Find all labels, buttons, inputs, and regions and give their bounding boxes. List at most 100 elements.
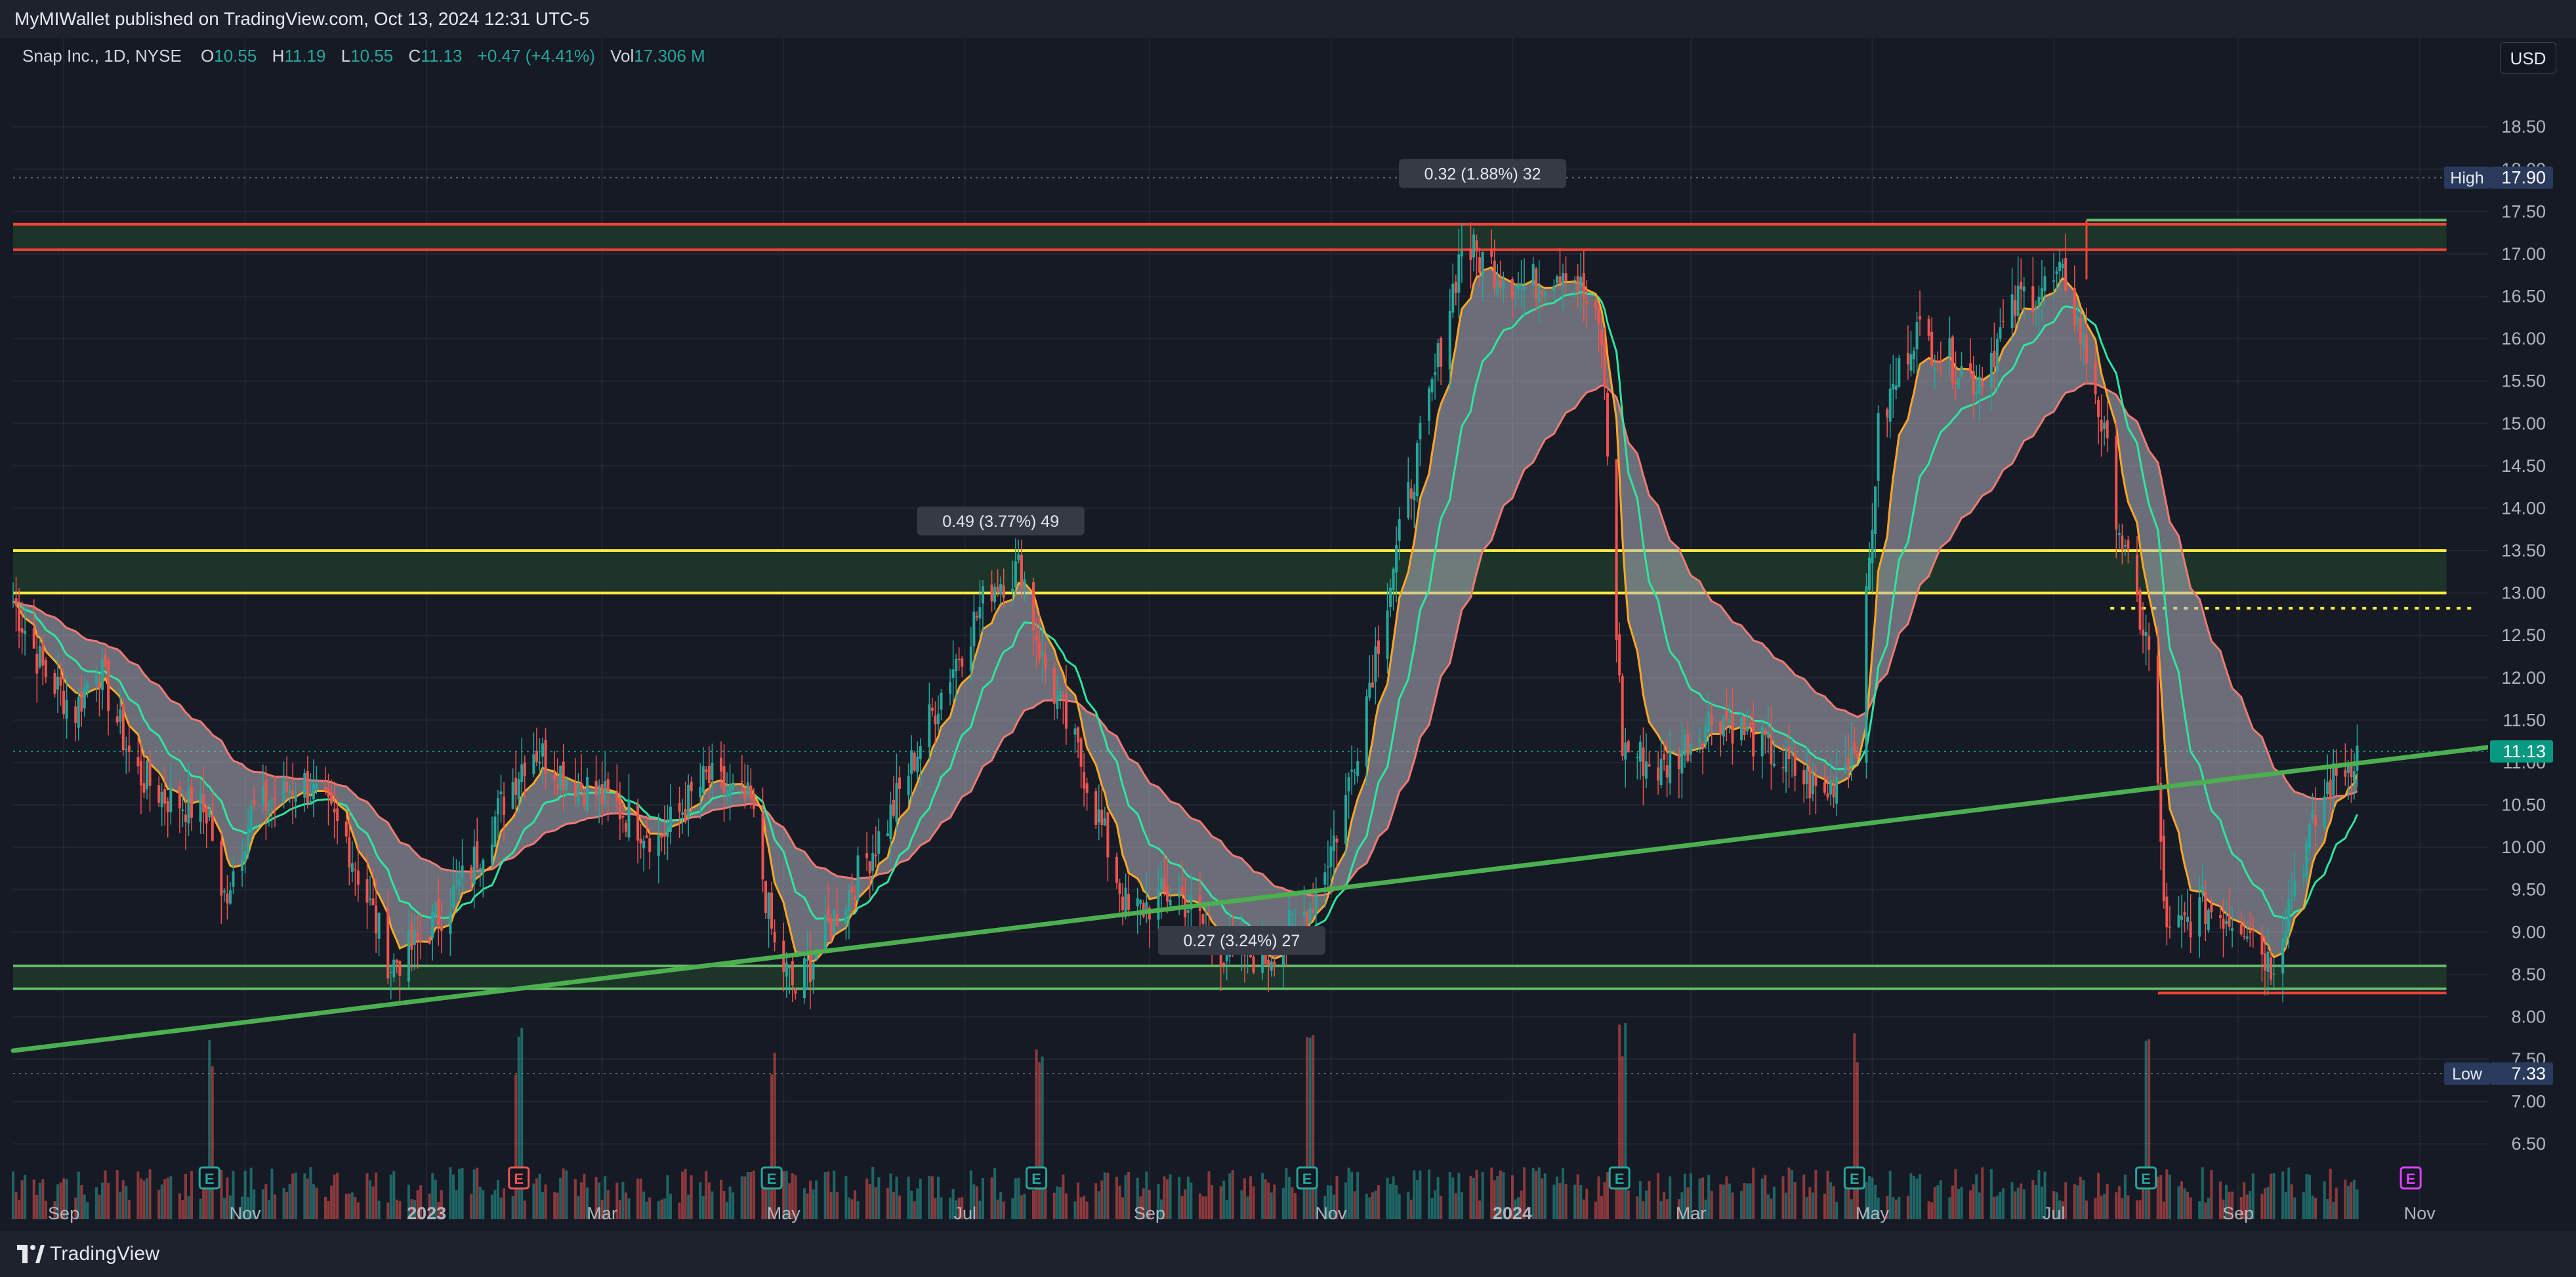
currency-button[interactable]: USD <box>2500 42 2556 73</box>
earnings-marker[interactable] <box>508 1166 530 1190</box>
earnings-marker[interactable] <box>1843 1166 1865 1190</box>
candle-body <box>1764 730 1767 736</box>
volume-bar <box>1627 1190 1630 1219</box>
volume-bar <box>1335 1176 1339 1219</box>
earnings-marker[interactable] <box>760 1166 783 1190</box>
earnings-marker[interactable] <box>1026 1166 1048 1190</box>
candle-body <box>1975 391 1978 394</box>
candle-body <box>386 909 390 978</box>
volume-bar <box>556 1192 559 1219</box>
candle-body <box>657 834 660 856</box>
volume-bar <box>398 1200 402 1219</box>
candle-body <box>785 962 788 977</box>
volume-bar <box>1344 1182 1348 1219</box>
candle-body <box>627 800 631 838</box>
trendline[interactable] <box>10 745 2491 1053</box>
time-axis[interactable]: Sep Nov 2023 Mar May Jul Sep Nov 2024 Mar May Jul Se… <box>0 1204 2576 1231</box>
volume-bar <box>1919 1174 1922 1219</box>
candle-body <box>2287 898 2291 933</box>
volume-bar <box>499 1197 503 1219</box>
candle-body <box>556 784 559 790</box>
candle-body <box>559 765 562 790</box>
volume-bar <box>648 1197 652 1219</box>
price-axis[interactable]: 6.507.007.508.008.509.009.5010.0010.5011… <box>2444 38 2576 1231</box>
volume-bar <box>496 1180 499 1219</box>
volume-bar <box>2344 1179 2347 1219</box>
candle-body <box>2272 973 2275 975</box>
volume-bar <box>1930 1202 1934 1219</box>
legend-high-label: H <box>272 46 285 66</box>
symbol-legend[interactable]: Snap Inc., 1D, NYSE O10.55 H11.19 L10.55… <box>22 46 716 66</box>
price-tick-label: 15.00 <box>2501 413 2546 433</box>
earnings-marker[interactable] <box>2135 1166 2157 1190</box>
volume-bar <box>38 1183 41 1219</box>
price-chart[interactable]: 0.49 (3.77%) 49 0.32 (1.88%) 32 0.27 (3.24… <box>0 38 2576 1231</box>
candle-body <box>324 787 327 791</box>
candle-body <box>1930 331 1934 366</box>
volume-bar <box>1079 1197 1083 1219</box>
candle-body <box>1252 956 1255 973</box>
volume-bar <box>1892 1197 1895 1219</box>
support-trendline[interactable] <box>10 745 2491 1053</box>
earnings-marker[interactable] <box>1296 1166 1318 1190</box>
candle-body <box>1323 872 1327 885</box>
volume-bar <box>2138 1200 2142 1219</box>
volume-bar <box>594 1177 598 1219</box>
volume-bar <box>2231 1191 2234 1219</box>
candle-body <box>1719 721 1722 734</box>
volume-bar <box>1856 1062 1859 1219</box>
candle-body <box>1520 284 1523 287</box>
low-tag-label: Low <box>2452 1065 2483 1083</box>
earnings-marker[interactable] <box>2399 1166 2422 1190</box>
candle-body <box>1582 272 1585 299</box>
candle-body <box>541 743 544 757</box>
candle-body <box>2180 915 2184 920</box>
candle-body <box>2305 843 2308 879</box>
tradingview-logo-icon[interactable] <box>16 1242 45 1266</box>
candle-body <box>350 863 354 872</box>
candle-body <box>562 761 565 791</box>
volume-bar <box>2002 1188 2005 1219</box>
earnings-marker[interactable] <box>1608 1166 1631 1190</box>
volume-bar <box>815 1180 818 1219</box>
candle-body <box>690 782 693 791</box>
volume-bar <box>767 1189 770 1219</box>
volume-bar <box>1285 1168 1288 1219</box>
volume-bar <box>410 1199 413 1219</box>
volume-bar <box>720 1179 723 1219</box>
volume-bar <box>336 1172 339 1219</box>
earnings-marker[interactable] <box>198 1166 220 1190</box>
candle-body <box>2346 763 2350 773</box>
time-tick-label: 2024 <box>1493 1204 1532 1223</box>
chart-pane[interactable]: 0.49 (3.77%) 49 0.32 (1.88%) 32 0.27 (3.24… <box>0 38 2576 1231</box>
candle-body <box>1766 732 1770 738</box>
candle-body <box>856 855 860 901</box>
candle-body <box>104 654 107 667</box>
tradingview-brand[interactable]: TradingView <box>50 1243 160 1265</box>
volume-bar <box>41 1179 45 1219</box>
high-tag <box>2444 166 2490 189</box>
volume-bar <box>722 1190 726 1219</box>
candle-body <box>169 787 173 812</box>
volume-bar <box>1808 1187 1812 1219</box>
volume-bar <box>1083 1196 1086 1219</box>
candle-body <box>199 793 202 822</box>
volume-bar <box>907 1177 910 1219</box>
volume-bar <box>517 1036 520 1219</box>
candle-body <box>615 792 619 801</box>
candle-body <box>961 658 964 667</box>
legend-open-label: O <box>201 46 215 66</box>
candle-body <box>451 885 455 908</box>
candle-body <box>827 908 830 923</box>
candle-body <box>1832 784 1835 798</box>
volume-bar <box>2323 1181 2326 1219</box>
volume-bar <box>621 1182 625 1219</box>
candle-body <box>913 752 916 771</box>
candle-body <box>1201 913 1205 925</box>
candle-body <box>107 660 110 711</box>
candle-body <box>261 785 264 806</box>
volume-bar <box>371 1186 375 1219</box>
candle-body <box>2243 936 2246 937</box>
earnings-marker-label: E <box>514 1171 524 1187</box>
